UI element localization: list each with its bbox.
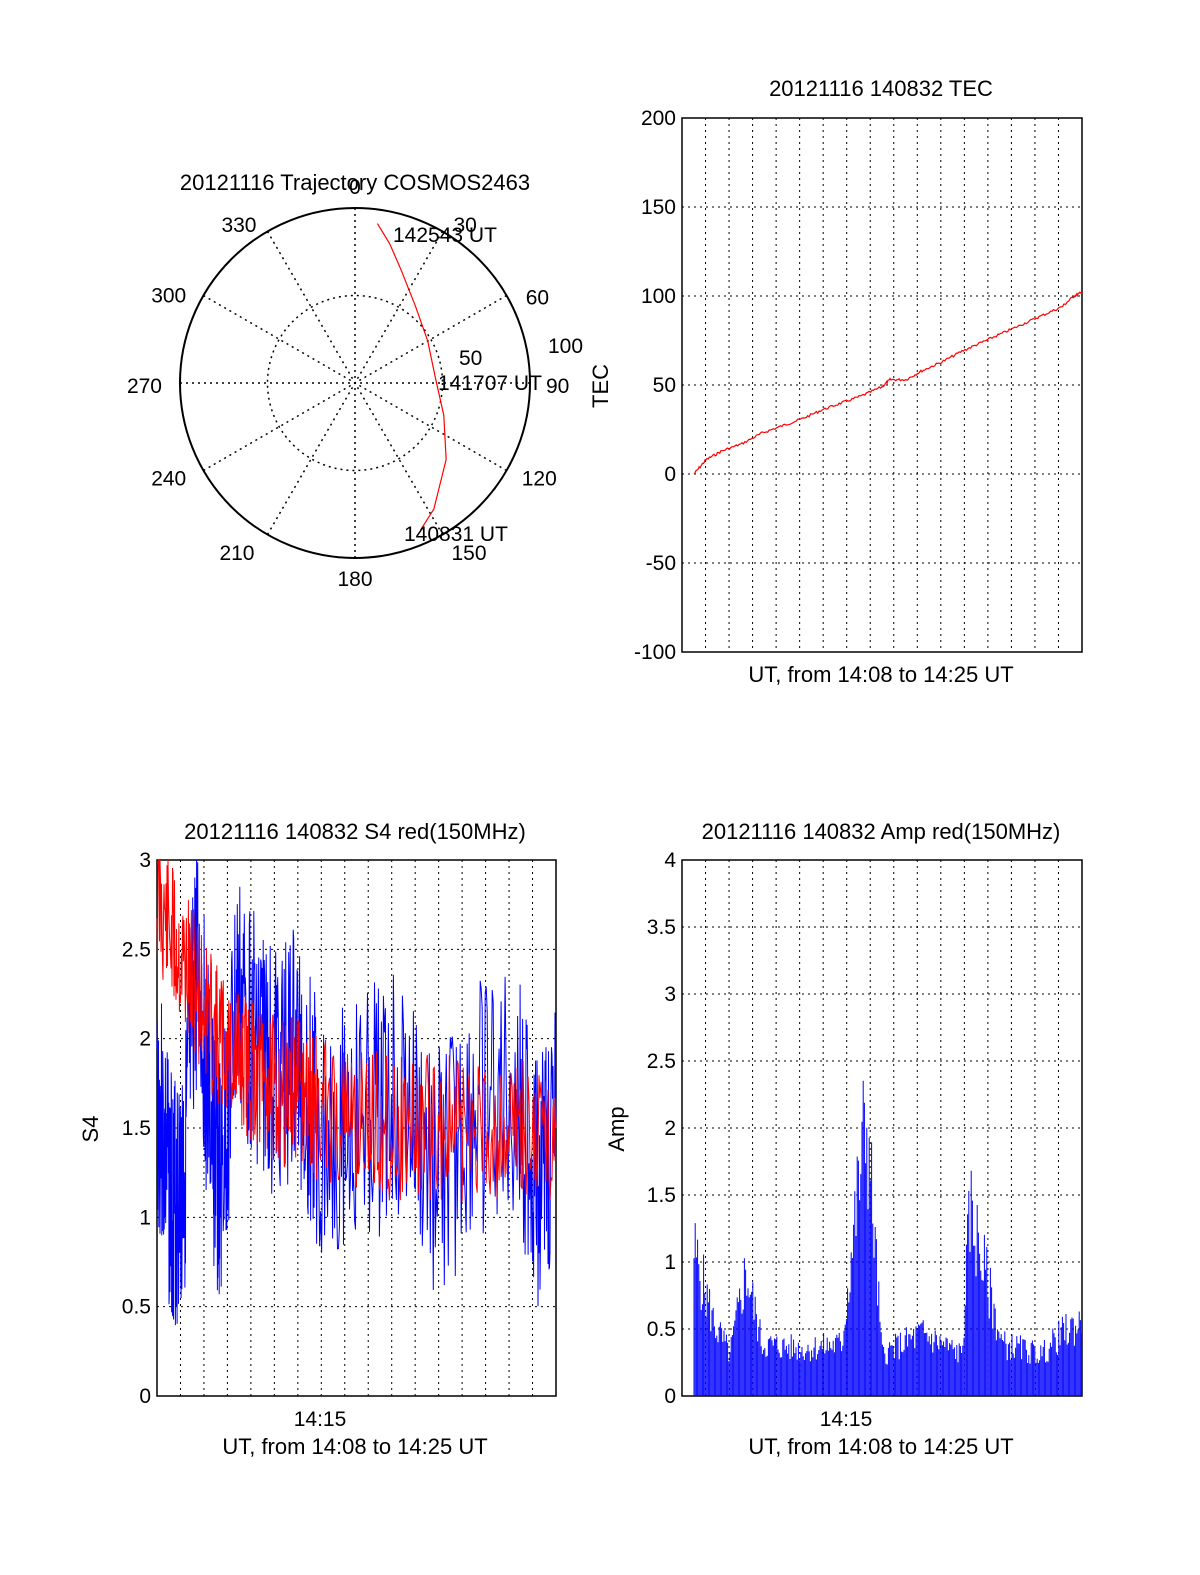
amp-ytick-1.5: 1.5 [647, 1184, 676, 1207]
s4-xtick-1415: 14:15 [294, 1408, 347, 1431]
annotation-142543: 142543 UT [393, 224, 497, 247]
polar-azimuth-labels: 0 30 60 90 120 150 180 210 240 270 300 330 [127, 176, 569, 591]
amp-ytick-4: 4 [664, 849, 676, 872]
amp-plot-area: 0 0.5 1 1.5 2 2.5 3 3.5 4 [647, 849, 1083, 1408]
amp-ylabel: Amp [604, 1106, 629, 1151]
amp-xtick-1415: 14:15 [820, 1408, 873, 1431]
polar-az-label-210: 210 [219, 542, 254, 565]
polar-trajectory-chart: 20121116 Trajectory COSMOS2463 0 30 60 90 12… [127, 170, 583, 591]
s4-series-red [156, 859, 557, 1202]
polar-series [376, 223, 447, 531]
s4-series-blue [156, 859, 557, 1326]
polar-az-label-330: 330 [221, 214, 256, 237]
polar-r-label-100: 100 [548, 335, 583, 358]
polar-az-label-300: 300 [151, 285, 186, 308]
polar-az-label-120: 120 [522, 468, 557, 491]
polar-title: 20121116 Trajectory COSMOS2463 [180, 170, 530, 195]
polar-az-label-180: 180 [337, 568, 372, 591]
amp-title: 20121116 140832 Amp red(150MHz) [702, 819, 1061, 844]
tec-ytick-0: 0 [664, 463, 676, 486]
s4-ytick-2.5: 2.5 [122, 938, 151, 961]
amp-ytick-0.5: 0.5 [647, 1318, 676, 1341]
polar-az-label-240: 240 [151, 468, 186, 491]
tec-ytick-50: 50 [653, 374, 676, 397]
s4-ytick-2: 2 [139, 1028, 151, 1051]
trajectory-line [376, 223, 447, 531]
tec-ytick--100: -100 [634, 641, 676, 664]
s4-ytick-1.5: 1.5 [122, 1117, 151, 1140]
tec-ylabel: TEC [588, 364, 613, 408]
amp-ytick-1: 1 [664, 1251, 676, 1274]
s4-ytick-3: 3 [139, 849, 151, 872]
amp-chart: 20121116 140832 Amp red(150MHz) UT, from… [604, 819, 1083, 1459]
s4-title: 20121116 140832 S4 red(150MHz) [184, 819, 526, 844]
annotation-141707: 141707 UT [438, 372, 542, 395]
polar-grid [179, 207, 531, 559]
polar-az-label-30: 30 [454, 214, 477, 237]
tec-ytick-100: 100 [641, 285, 676, 308]
amp-ytick-3.5: 3.5 [647, 916, 676, 939]
polar-radial-labels: 50 100 [459, 335, 583, 370]
tec-title: 20121116 140832 TEC [769, 76, 993, 101]
polar-inner-ring [266, 294, 444, 472]
s4-ytick-1: 1 [139, 1206, 151, 1229]
tec-chart: 20121116 140832 TEC UT, from 14:08 to 14… [588, 76, 1083, 687]
tec-xlabel: UT, from 14:08 to 14:25 UT [748, 662, 1013, 687]
s4-ytick-0: 0 [139, 1385, 151, 1408]
s4-plot-area: 0 0.5 1 1.5 2 2.5 3 [122, 849, 557, 1408]
amp-ytick-3: 3 [664, 983, 676, 1006]
polar-r-label-50: 50 [459, 347, 482, 370]
amp-ytick-2.5: 2.5 [647, 1050, 676, 1073]
amp-xlabel: UT, from 14:08 to 14:25 UT [748, 1434, 1013, 1459]
annotation-140831: 140831 UT [404, 523, 508, 546]
tec-plot-area: -100 -50 0 50 100 150 200 [634, 107, 1083, 664]
polar-az-label-0: 0 [349, 176, 361, 199]
tec-frame [681, 117, 1083, 653]
tec-ytick-150: 150 [641, 196, 676, 219]
polar-spoke [266, 231, 444, 535]
s4-xlabel: UT, from 14:08 to 14:25 UT [222, 1434, 487, 1459]
tec-ytick--50: -50 [646, 552, 676, 575]
polar-az-label-150: 150 [452, 542, 487, 565]
polar-az-label-90: 90 [546, 375, 569, 398]
polar-az-label-60: 60 [526, 287, 549, 310]
tec-ytick-200: 200 [641, 107, 676, 130]
tec-series-line [693, 291, 1083, 475]
s4-chart: 20121116 140832 S4 red(150MHz) UT, from … [78, 819, 557, 1459]
s4-ylabel: S4 [78, 1116, 103, 1143]
amp-ytick-0: 0 [664, 1385, 676, 1408]
amp-series-blue [693, 1080, 1083, 1396]
amp-ytick-2: 2 [664, 1117, 676, 1140]
polar-az-label-270: 270 [127, 375, 162, 398]
s4-ytick-0.5: 0.5 [122, 1296, 151, 1319]
